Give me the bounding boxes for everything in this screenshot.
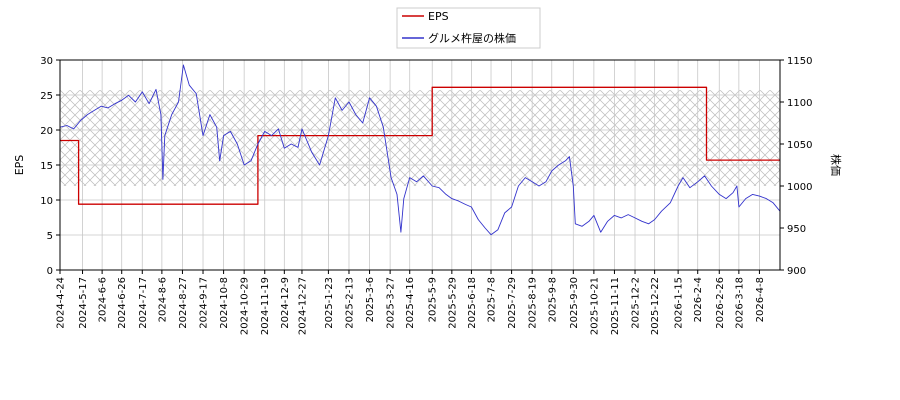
legend: EPS グルメ杵屋の株価 xyxy=(396,7,541,49)
x-tick-label: 2024-5-17 xyxy=(78,277,89,329)
legend-eps-label: EPS xyxy=(428,10,449,23)
left-tick-label: 15 xyxy=(40,161,53,172)
x-tick-label: 2025-7-29 xyxy=(507,277,518,329)
legend-price-label: グルメ杵屋の株価 xyxy=(428,31,516,45)
right-tick-label: 950 xyxy=(787,224,806,235)
right-tick-label: 900 xyxy=(787,266,806,277)
x-tick-label: 2026-3-18 xyxy=(734,277,745,329)
x-tick-label: 2026-1-15 xyxy=(674,277,685,329)
left-axis: 0 5 10 15 20 25 30 xyxy=(40,56,60,277)
right-axis-title: 株価 xyxy=(829,154,843,176)
left-tick-label: 25 xyxy=(40,91,53,102)
x-tick-label: 2024-6-6 xyxy=(98,277,109,322)
x-tick-label: 2025-2-13 xyxy=(344,277,355,329)
x-tick-label: 2024-4-24 xyxy=(56,277,67,329)
left-tick-label: 10 xyxy=(40,196,53,207)
x-tick-label: 2024-7-17 xyxy=(138,277,149,329)
right-tick-label: 1100 xyxy=(787,98,812,109)
x-axis: 2024-4-24 2024-5-17 2024-6-6 2024-6-26 2024-… xyxy=(56,270,766,335)
left-tick-label: 20 xyxy=(40,126,53,137)
x-tick-label: 2024-8-27 xyxy=(178,277,189,329)
x-tick-label: 2024-12-27 xyxy=(297,277,308,335)
x-tick-label: 2024-9-17 xyxy=(199,277,210,329)
legend-box xyxy=(396,7,541,49)
x-tick-label: 2025-5-9 xyxy=(428,277,439,322)
x-tick-label: 2024-11-19 xyxy=(260,277,271,335)
x-tick-label: 2025-11-11 xyxy=(610,277,621,335)
x-tick-label: 2025-3-6 xyxy=(365,277,376,322)
left-tick-label: 30 xyxy=(40,56,53,67)
x-tick-label: 2025-9-30 xyxy=(569,277,580,329)
x-tick-label: 2025-4-16 xyxy=(405,277,416,329)
x-tick-label: 2025-5-29 xyxy=(447,277,458,329)
left-axis-title: EPS xyxy=(13,155,26,176)
right-axis: 900 950 1000 1050 1100 1150 xyxy=(780,56,812,277)
x-tick-label: 2025-12-2 xyxy=(631,277,642,329)
x-tick-label: 2026-4-8 xyxy=(755,277,766,322)
x-tick-label: 2025-3-27 xyxy=(386,277,397,329)
x-tick-label: 2024-10-8 xyxy=(219,277,230,329)
right-tick-label: 1000 xyxy=(787,182,812,193)
x-tick-label: 2024-6-26 xyxy=(117,277,128,329)
x-tick-label: 2025-9-8 xyxy=(547,277,558,322)
x-tick-label: 2024-12-9 xyxy=(280,277,291,329)
hatch-band xyxy=(60,90,780,186)
eps-line xyxy=(60,86,780,205)
x-tick-label: 2024-10-29 xyxy=(240,277,251,335)
x-tick-label: 2025-10-21 xyxy=(589,277,600,335)
left-tick-label: 0 xyxy=(47,266,53,277)
x-tick-label: 2026-2-26 xyxy=(715,277,726,329)
right-tick-label: 1050 xyxy=(787,140,812,151)
x-tick-label: 2025-8-19 xyxy=(528,277,539,329)
right-tick-label: 1150 xyxy=(787,56,812,67)
eps-range-band xyxy=(60,90,780,186)
stock-price-line xyxy=(60,64,780,236)
x-tick-label: 2025-6-18 xyxy=(467,277,478,329)
x-tick-label: 2026-2-4 xyxy=(693,277,704,322)
x-tick-label: 2025-1-23 xyxy=(324,277,335,329)
x-tick-label: 2024-8-6 xyxy=(157,277,168,322)
x-tick-label: 2025-12-22 xyxy=(650,277,661,335)
left-tick-label: 5 xyxy=(47,231,53,242)
x-tick-label: 2025-7-8 xyxy=(487,277,498,322)
series-layer xyxy=(60,64,780,236)
grid xyxy=(59,59,780,271)
